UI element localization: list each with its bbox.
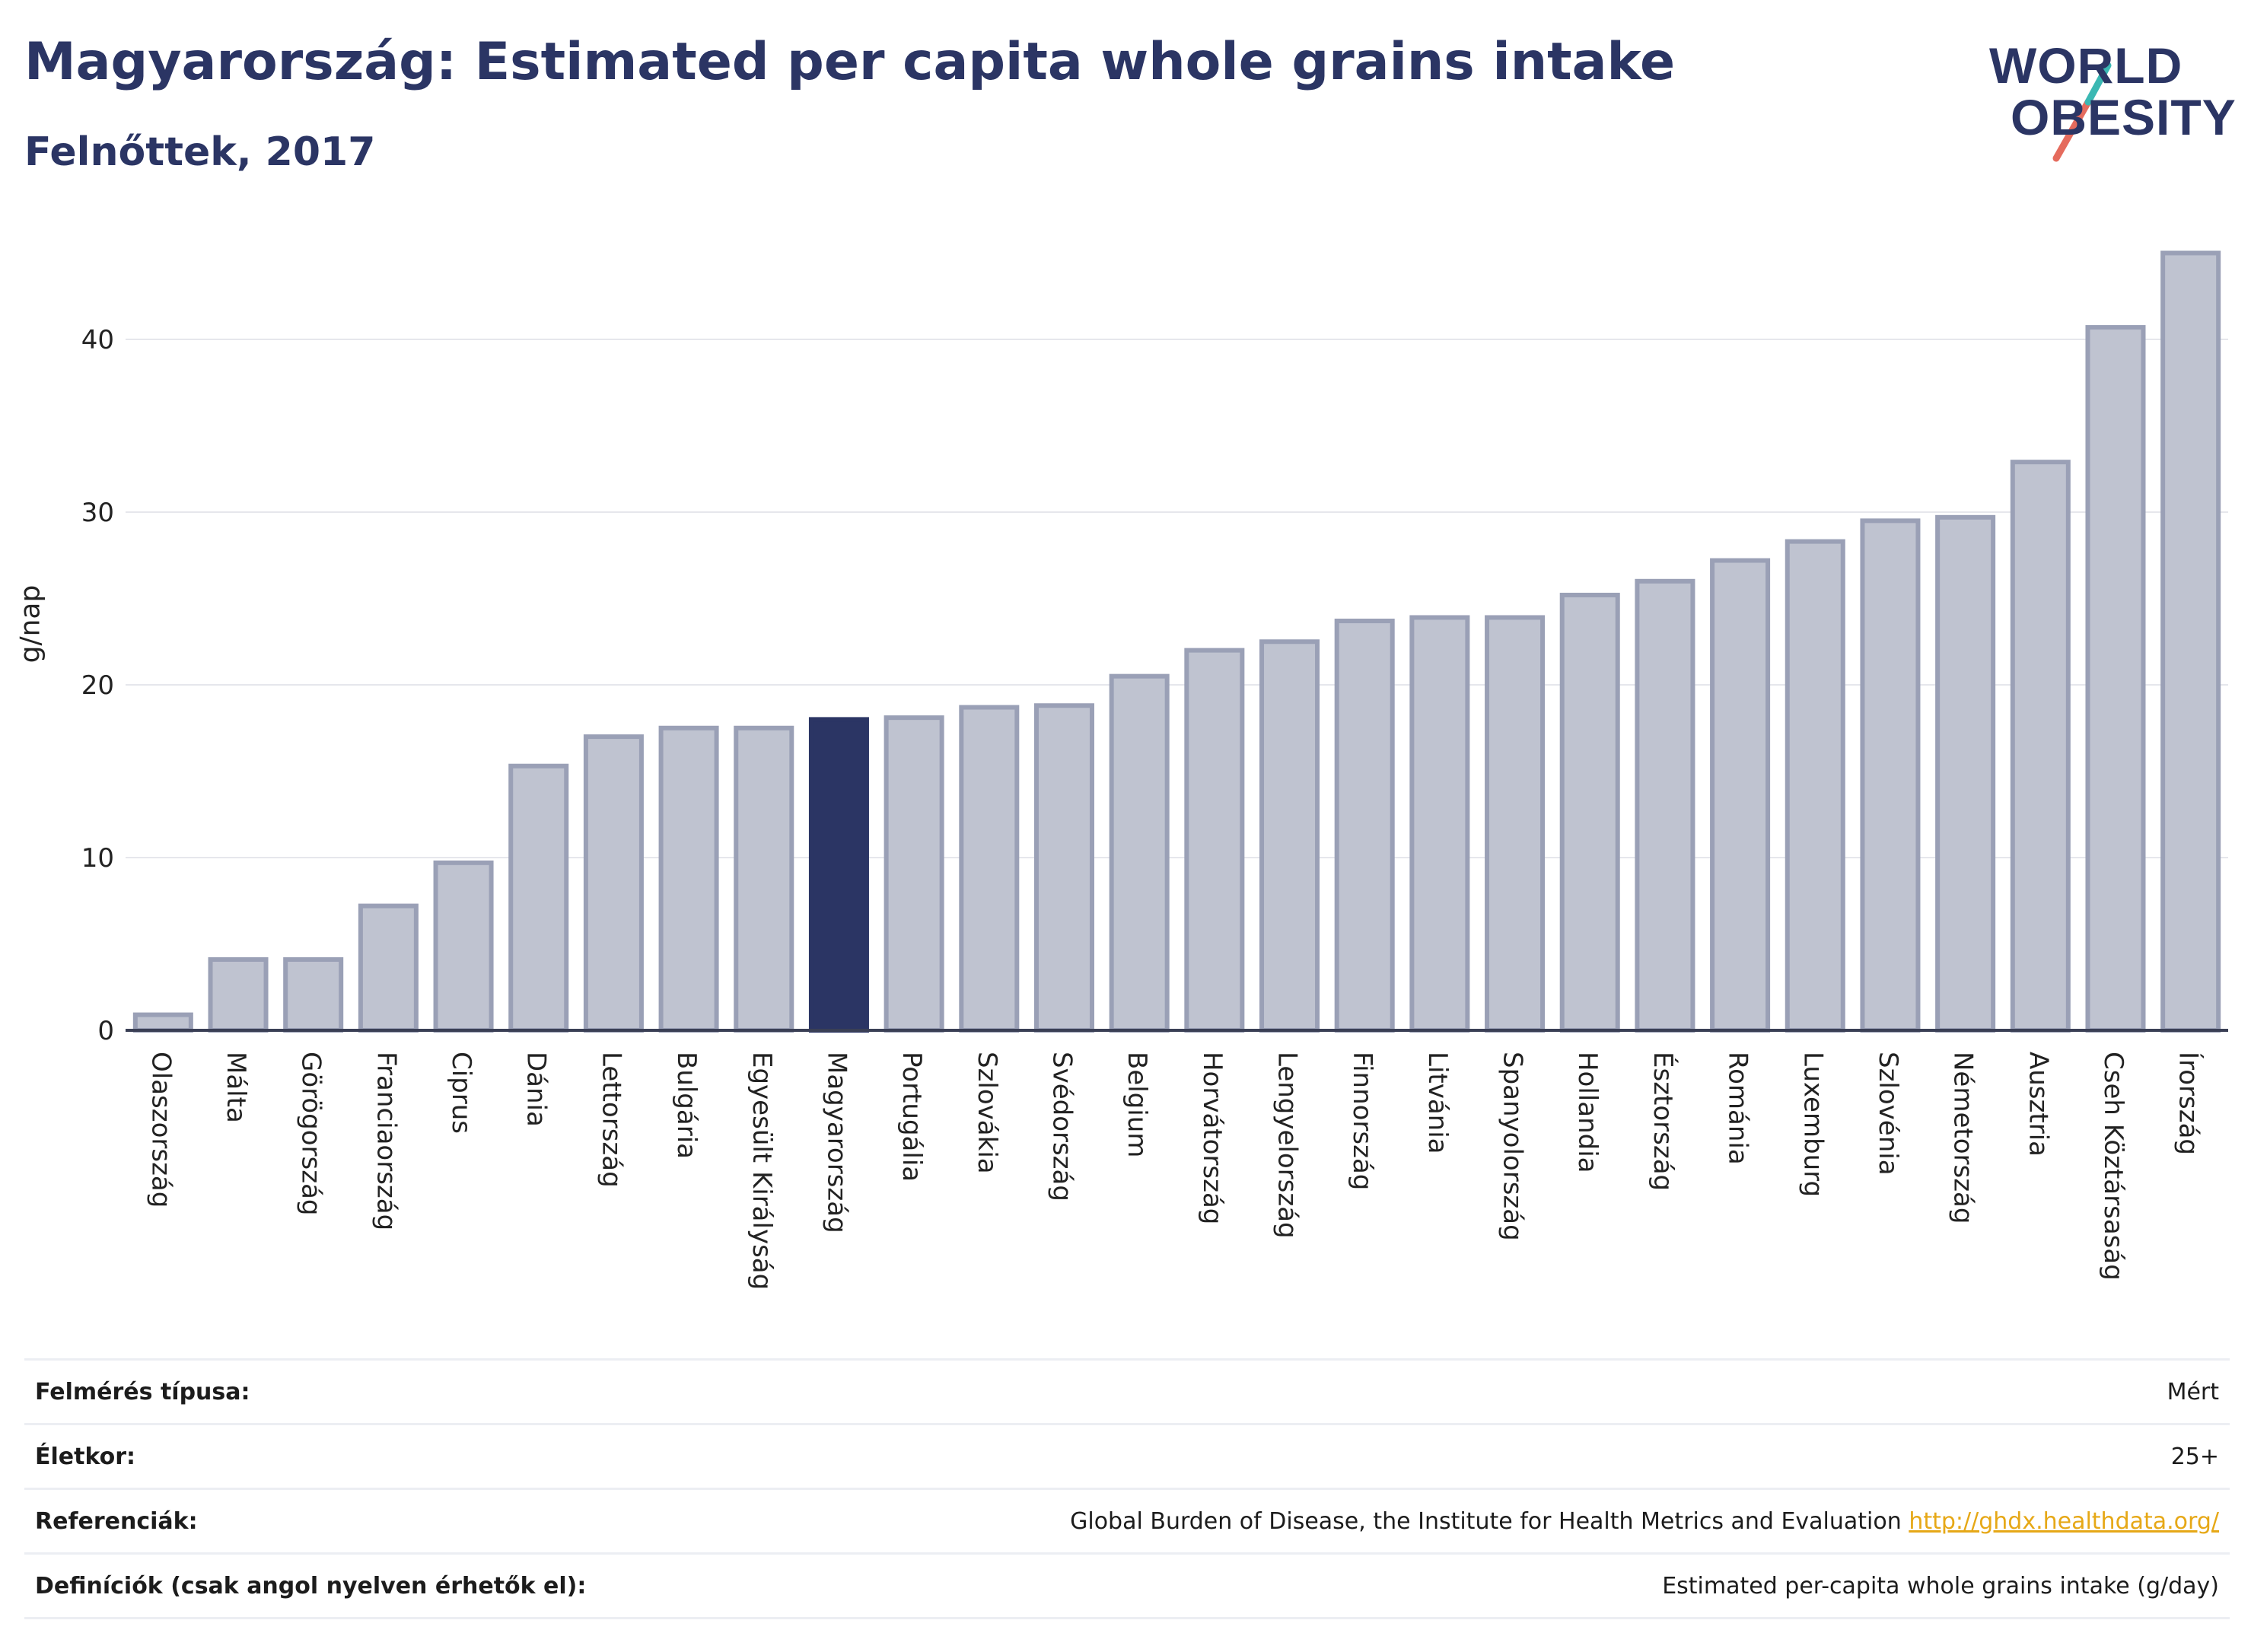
bar[interactable] — [734, 725, 794, 1033]
reference-link[interactable]: http://ghdx.healthdata.org/ — [1909, 1507, 2219, 1535]
x-tick-label: Finnország — [1347, 1052, 1377, 1190]
bar[interactable] — [884, 715, 944, 1033]
x-tick-label: Franciaország — [371, 1052, 401, 1230]
x-tick-label: Belgium — [1122, 1052, 1152, 1157]
x-tick-label: Cseh Köztársaság — [2098, 1052, 2128, 1281]
x-tick-label: Észtország — [1648, 1052, 1679, 1191]
x-tick-label: Görögország — [296, 1052, 326, 1216]
x-tick-label: Málta — [221, 1052, 251, 1123]
x-tick-label: Szlovénia — [1873, 1052, 1903, 1176]
bar[interactable] — [2010, 460, 2071, 1033]
y-tick-label: 20 — [81, 670, 114, 701]
x-tick-label: Németország — [1948, 1052, 1979, 1224]
meta-value-group: Global Burden of Disease, the Institute … — [1070, 1508, 2219, 1535]
x-tick-label: Bulgária — [671, 1052, 702, 1159]
x-tick-label: Horvátország — [1197, 1052, 1227, 1224]
bar[interactable] — [959, 705, 1020, 1033]
x-tick-label: Magyarország — [821, 1052, 852, 1233]
x-tick-label: Egyesült Királyság — [747, 1052, 777, 1290]
x-tick-label: Spanyolország — [1498, 1052, 1528, 1241]
x-tick-label: Románia — [1723, 1052, 1753, 1165]
meta-row-age: Életkor: 25+ — [24, 1423, 2230, 1488]
bar[interactable] — [1184, 648, 1245, 1033]
bar[interactable] — [2160, 250, 2221, 1033]
bar[interactable] — [658, 725, 719, 1033]
y-tick-label: 40 — [81, 325, 114, 355]
logo-line1: WORLD — [1989, 37, 2183, 94]
meta-value: Estimated per-capita whole grains intake… — [1662, 1572, 2219, 1599]
bar-chart: 0 10 20 30 40 Olaszország Málta Görögország Fran… — [81, 250, 2228, 1290]
y-tick-label: 30 — [81, 498, 114, 528]
bar[interactable] — [1485, 615, 1546, 1033]
bar[interactable] — [2085, 325, 2146, 1033]
world-obesity-logo[interactable]: WORLD OBESITY — [1986, 20, 2237, 164]
meta-label: Definíciók (csak angol nyelven érhetők e… — [35, 1572, 587, 1599]
bar[interactable] — [1785, 539, 1845, 1033]
x-tick-label: Dánia — [521, 1052, 552, 1127]
y-tick-label: 10 — [81, 843, 114, 874]
meta-label: Életkor: — [35, 1443, 136, 1470]
x-tick-label: Portugália — [896, 1052, 927, 1182]
bar[interactable] — [1109, 673, 1170, 1033]
page-title: Magyarország: Estimated per capita whole… — [24, 32, 1676, 92]
bar[interactable] — [283, 957, 344, 1033]
bar[interactable] — [1559, 592, 1620, 1033]
bar[interactable] — [1033, 703, 1094, 1033]
bar[interactable] — [1710, 558, 1771, 1033]
bar[interactable] — [433, 860, 494, 1033]
bar[interactable] — [808, 717, 869, 1033]
meta-label: Referenciák: — [35, 1507, 198, 1535]
x-tick-label: Hollandia — [1572, 1052, 1603, 1173]
meta-value: Mért — [2167, 1378, 2219, 1405]
meta-row-survey-type: Felmérés típusa: Mért — [24, 1358, 2230, 1423]
x-tick-label: Lengyelország — [1272, 1052, 1303, 1239]
metadata-table: Felmérés típusa: Mért Életkor: 25+ Refer… — [24, 1358, 2230, 1619]
x-tick-label: Lettország — [596, 1052, 626, 1188]
bar[interactable] — [508, 763, 569, 1033]
page-subtitle: Felnőttek, 2017 — [24, 129, 376, 175]
x-tick-label: Luxemburg — [1797, 1052, 1828, 1197]
bar[interactable] — [583, 734, 644, 1033]
bar[interactable] — [1635, 578, 1695, 1033]
meta-row-references: Referenciák: Global Burden of Disease, t… — [24, 1488, 2230, 1552]
x-tick-label: Szlovákia — [972, 1052, 1002, 1174]
x-tick-label: Ciprus — [446, 1052, 476, 1134]
logo-slash-icon — [2052, 62, 2112, 162]
meta-label: Felmérés típusa: — [35, 1378, 250, 1405]
x-tick-label: Ausztria — [2023, 1052, 2053, 1157]
bar[interactable] — [1334, 619, 1395, 1033]
x-tick-label: Svédország — [1046, 1052, 1077, 1202]
meta-row-definitions: Definíciók (csak angol nyelven érhetők e… — [24, 1552, 2230, 1619]
logo-line2: OBESITY — [2011, 89, 2237, 145]
bar[interactable] — [1860, 518, 1921, 1033]
bar[interactable] — [1259, 639, 1320, 1033]
bar[interactable] — [1409, 615, 1470, 1033]
bar[interactable] — [132, 1012, 193, 1033]
x-tick-label: Írország — [2173, 1052, 2205, 1155]
x-tick-label: Olaszország — [145, 1052, 176, 1208]
meta-value: 25+ — [2170, 1443, 2219, 1470]
bar[interactable] — [208, 957, 269, 1033]
meta-value: Global Burden of Disease, the Institute … — [1070, 1507, 1902, 1535]
y-tick-label: 0 — [97, 1016, 114, 1046]
x-tick-label: Litvánia — [1422, 1052, 1453, 1154]
bar[interactable] — [358, 903, 419, 1033]
bar[interactable] — [1935, 514, 1996, 1033]
